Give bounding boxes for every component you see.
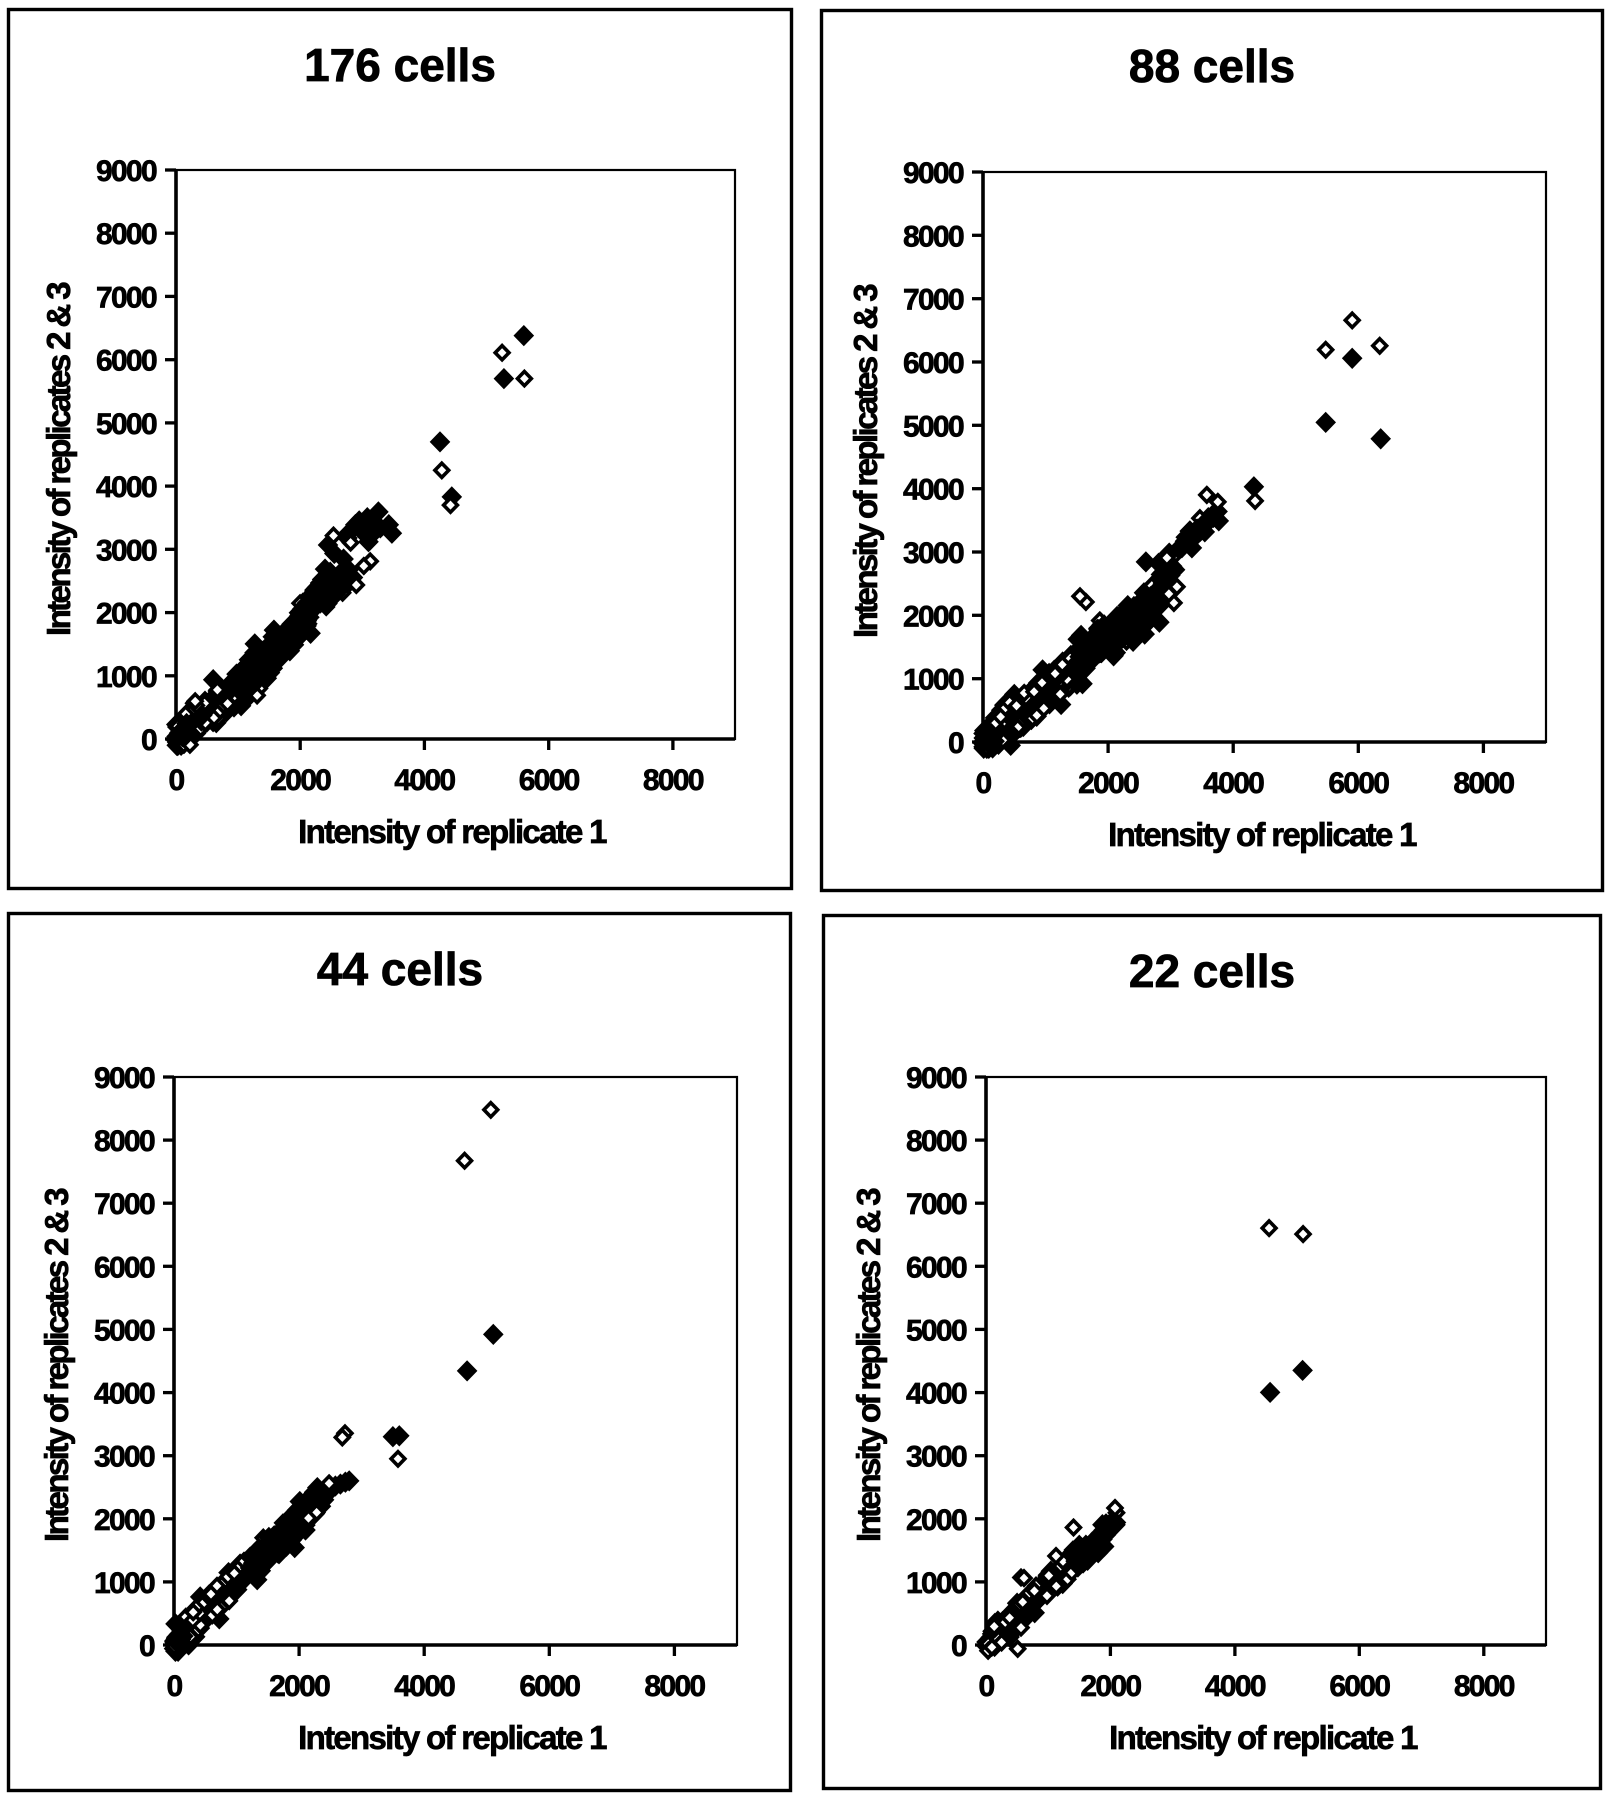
svg-text:Intensity of replicates 2 & 3: Intensity of replicates 2 & 3 [847,284,884,638]
svg-text:6000: 6000 [1329,1670,1390,1703]
svg-text:3000: 3000 [906,1441,967,1474]
svg-text:4000: 4000 [1203,767,1264,800]
svg-text:0: 0 [141,724,157,757]
svg-text:1000: 1000 [903,664,964,697]
svg-text:8000: 8000 [1454,1670,1515,1703]
svg-text:2000: 2000 [270,764,331,797]
svg-text:4000: 4000 [906,1378,967,1411]
svg-text:8000: 8000 [644,1670,705,1703]
svg-text:3000: 3000 [94,1441,155,1474]
svg-text:Intensity of replicates 2 & 3: Intensity of replicates 2 & 3 [40,282,77,636]
svg-text:0: 0 [167,1670,183,1703]
svg-text:3000: 3000 [96,534,157,567]
svg-text:4000: 4000 [903,474,964,507]
svg-text:0: 0 [948,727,964,760]
svg-text:6000: 6000 [96,345,157,378]
svg-text:8000: 8000 [906,1125,967,1158]
svg-text:6000: 6000 [903,347,964,380]
svg-text:Intensity of replicates 2 & 3: Intensity of replicates 2 & 3 [850,1188,887,1542]
svg-text:6000: 6000 [519,764,580,797]
svg-text:5000: 5000 [903,410,964,443]
svg-text:8000: 8000 [1453,767,1514,800]
svg-text:88 cells: 88 cells [1129,40,1295,92]
svg-text:1000: 1000 [94,1567,155,1600]
svg-text:2000: 2000 [903,600,964,633]
svg-text:4000: 4000 [96,471,157,504]
svg-text:2000: 2000 [269,1670,330,1703]
svg-text:9000: 9000 [96,155,157,188]
svg-text:6000: 6000 [519,1670,580,1703]
svg-text:0: 0 [976,767,992,800]
svg-text:2000: 2000 [1078,767,1139,800]
svg-text:0: 0 [951,1630,967,1663]
svg-text:2000: 2000 [96,598,157,631]
svg-text:6000: 6000 [1328,767,1389,800]
svg-text:4000: 4000 [94,1378,155,1411]
svg-text:3000: 3000 [903,537,964,570]
svg-text:0: 0 [169,764,185,797]
svg-text:Intensity of replicate 1: Intensity of replicate 1 [298,813,607,850]
svg-text:8000: 8000 [903,220,964,253]
svg-text:1000: 1000 [906,1567,967,1600]
svg-text:4000: 4000 [394,1670,455,1703]
svg-text:7000: 7000 [96,281,157,314]
svg-text:Intensity of replicate 1: Intensity of replicate 1 [298,1719,607,1756]
svg-text:0: 0 [139,1630,155,1663]
svg-text:8000: 8000 [96,218,157,251]
svg-text:8000: 8000 [643,764,704,797]
svg-text:8000: 8000 [94,1125,155,1158]
svg-text:2000: 2000 [94,1504,155,1537]
svg-text:Intensity of replicate 1: Intensity of replicate 1 [1109,1719,1418,1756]
svg-text:5000: 5000 [96,408,157,441]
svg-text:Intensity of replicate 1: Intensity of replicate 1 [1108,816,1417,853]
svg-text:0: 0 [979,1670,995,1703]
svg-text:7000: 7000 [906,1188,967,1221]
svg-text:6000: 6000 [94,1251,155,1284]
svg-text:44 cells: 44 cells [317,943,483,995]
svg-text:7000: 7000 [94,1188,155,1221]
svg-text:Intensity of replicates 2 & 3: Intensity of replicates 2 & 3 [38,1188,75,1542]
svg-text:2000: 2000 [906,1504,967,1537]
svg-text:5000: 5000 [94,1314,155,1347]
svg-text:9000: 9000 [906,1062,967,1095]
svg-text:5000: 5000 [906,1314,967,1347]
svg-text:22 cells: 22 cells [1129,945,1295,997]
svg-text:7000: 7000 [903,284,964,317]
svg-text:6000: 6000 [906,1251,967,1284]
svg-text:9000: 9000 [903,157,964,190]
svg-text:1000: 1000 [96,661,157,694]
svg-text:4000: 4000 [394,764,455,797]
svg-text:9000: 9000 [94,1062,155,1095]
svg-text:4000: 4000 [1205,1670,1266,1703]
svg-text:2000: 2000 [1080,1670,1141,1703]
svg-text:176 cells: 176 cells [304,39,496,91]
